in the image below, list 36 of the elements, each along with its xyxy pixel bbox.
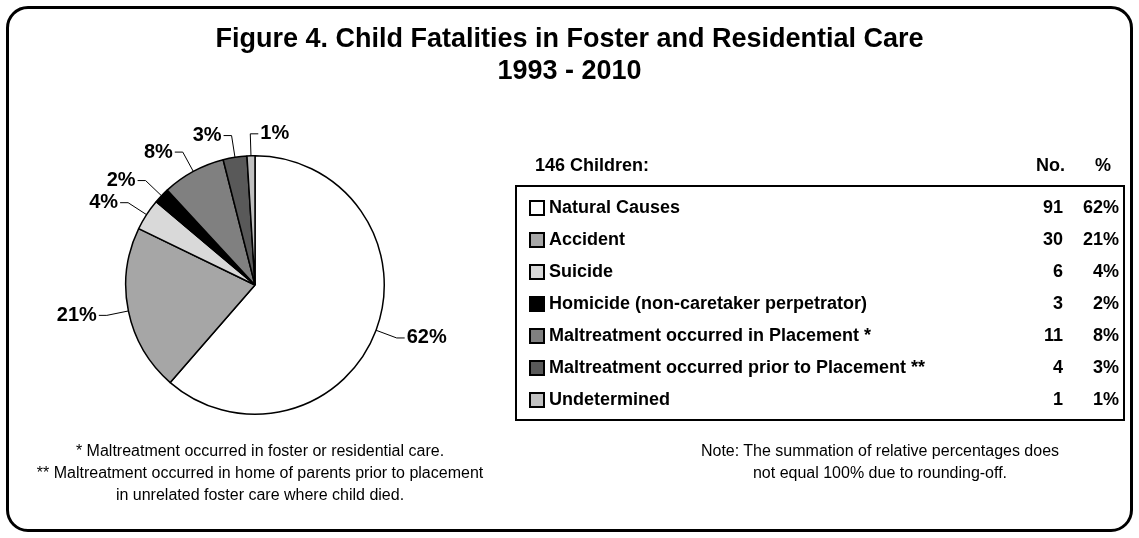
text: 30 [1042,228,1063,251]
text: 2% [1092,293,1119,313]
data-label: 8% [143,139,174,162]
text: 3 [1052,292,1063,315]
legend-title: 146 Children: [535,155,650,176]
text: 91 [1042,196,1063,219]
data-label: 4% [89,190,119,213]
text: ** Maltreatment occurred in home of parents prior to placement in unrelated foster care where child died. [35,463,485,505]
text: 4 [1052,356,1063,379]
text: 6 [1052,260,1063,283]
text: % [1094,155,1111,176]
legend-label: Maltreatment occurred prior to Placement ** [549,356,926,379]
legend-label: Maltreatment occurred in Placement * [549,324,872,347]
legend-label: Accident [549,228,626,251]
text: * Maltreatment occurred in foster or residential care. [74,441,446,461]
legend-label: Homicide (non-caretaker perpetrator) [549,292,868,315]
data-label: 2% [106,168,136,191]
text: 8% [1092,325,1119,345]
data-label: 62% [406,325,447,348]
data-label: 21% [56,302,98,325]
legend-label: Suicide [549,260,614,283]
chart-subtitle: 1993 - 2010 [496,54,643,86]
chart-title: Figure 4. Child Fatalities in Foster and Residential Care [214,22,925,54]
data-label: 1% [260,121,290,144]
text: 62% [1082,197,1119,217]
data-label: 3% [192,123,222,146]
text: 1 [1052,388,1063,411]
text: 21% [1082,229,1119,249]
text: Note: The summation of relative percentages does not equal 100% due to rounding-off. [699,441,1061,483]
text: No. [1036,155,1065,176]
legend-label: Natural Causes [549,196,681,219]
text: 1% [1092,389,1119,409]
text: 3% [1092,357,1119,377]
text: 11 [1043,324,1063,347]
legend-label: Undetermined [549,388,671,411]
text: 4% [1092,261,1119,281]
